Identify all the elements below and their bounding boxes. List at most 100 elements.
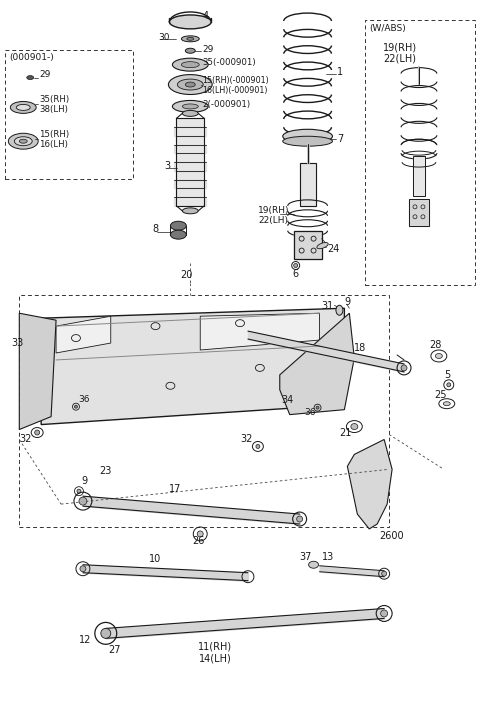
Text: 5: 5: [444, 370, 450, 380]
Ellipse shape: [80, 566, 86, 572]
Text: 7: 7: [337, 134, 344, 144]
Text: 4: 4: [202, 11, 208, 21]
Polygon shape: [280, 313, 354, 414]
Bar: [409, 199, 429, 226]
Ellipse shape: [77, 489, 81, 494]
Bar: [365, 20, 475, 285]
Bar: [5, 50, 132, 179]
Ellipse shape: [168, 74, 212, 95]
Ellipse shape: [172, 58, 208, 71]
Ellipse shape: [283, 129, 333, 143]
Text: 36: 36: [305, 408, 316, 417]
Text: 27: 27: [108, 645, 120, 655]
Text: 17: 17: [169, 484, 181, 494]
Ellipse shape: [182, 207, 198, 214]
Text: 9: 9: [81, 476, 87, 486]
Polygon shape: [200, 313, 320, 350]
Ellipse shape: [444, 402, 450, 406]
Text: 1: 1: [337, 67, 344, 76]
Polygon shape: [19, 313, 56, 430]
Ellipse shape: [185, 48, 195, 53]
Text: 22(LH): 22(LH): [383, 54, 416, 64]
Text: 14(LH): 14(LH): [199, 653, 231, 663]
Text: 16(LH): 16(LH): [39, 139, 68, 149]
Text: 19(RH): 19(RH): [258, 206, 289, 215]
Ellipse shape: [197, 531, 203, 537]
Text: 34: 34: [282, 395, 294, 404]
Text: 6: 6: [293, 269, 299, 280]
Polygon shape: [348, 440, 392, 529]
Text: 23: 23: [99, 466, 111, 476]
Text: 22(LH): 22(LH): [258, 216, 288, 225]
Text: 8: 8: [153, 224, 158, 233]
Text: 19(RH): 19(RH): [383, 43, 417, 53]
Text: 29: 29: [202, 46, 214, 54]
Ellipse shape: [185, 82, 195, 87]
Text: 13: 13: [322, 552, 334, 562]
Text: 35(RH): 35(RH): [39, 95, 69, 104]
Text: 20: 20: [180, 271, 192, 280]
Ellipse shape: [19, 139, 27, 143]
Ellipse shape: [11, 102, 36, 114]
Ellipse shape: [8, 133, 38, 149]
Ellipse shape: [294, 264, 298, 268]
Ellipse shape: [435, 353, 443, 358]
Ellipse shape: [170, 222, 186, 230]
Ellipse shape: [181, 62, 199, 67]
Ellipse shape: [74, 405, 77, 408]
Text: (000901-): (000901-): [9, 53, 54, 62]
Ellipse shape: [101, 628, 111, 639]
Ellipse shape: [351, 423, 358, 430]
Bar: [19, 295, 389, 527]
Text: 33: 33: [12, 338, 24, 348]
Ellipse shape: [35, 430, 40, 435]
Polygon shape: [41, 308, 344, 425]
Text: 24: 24: [327, 243, 340, 254]
Text: 2(-000901): 2(-000901): [202, 100, 251, 109]
Ellipse shape: [172, 100, 208, 112]
Text: 18: 18: [354, 343, 367, 353]
Polygon shape: [56, 316, 111, 353]
Ellipse shape: [381, 610, 388, 617]
Text: 3: 3: [165, 161, 170, 171]
Ellipse shape: [401, 365, 407, 371]
Text: 29: 29: [39, 70, 50, 79]
Text: 2600: 2600: [379, 531, 404, 541]
Text: 32: 32: [240, 435, 252, 444]
Ellipse shape: [169, 15, 211, 29]
Text: 15(RH): 15(RH): [39, 130, 69, 139]
Ellipse shape: [336, 305, 343, 315]
Ellipse shape: [256, 444, 260, 449]
Ellipse shape: [181, 36, 199, 42]
Text: 28: 28: [429, 340, 441, 350]
Text: 31: 31: [322, 301, 334, 311]
Ellipse shape: [14, 137, 32, 146]
Text: 10: 10: [149, 554, 162, 564]
Ellipse shape: [309, 562, 319, 569]
Text: 30: 30: [158, 34, 170, 42]
Ellipse shape: [79, 497, 87, 505]
Ellipse shape: [27, 76, 34, 80]
Bar: [294, 231, 322, 259]
Ellipse shape: [178, 79, 203, 90]
Text: (W/ABS): (W/ABS): [369, 25, 406, 34]
Bar: [413, 156, 425, 196]
Ellipse shape: [187, 37, 194, 40]
Text: 36: 36: [78, 395, 89, 404]
Ellipse shape: [16, 104, 30, 110]
Ellipse shape: [297, 516, 302, 522]
Ellipse shape: [382, 571, 387, 576]
Text: 35(-000901): 35(-000901): [202, 58, 256, 67]
Text: 12: 12: [79, 635, 91, 646]
Text: 11(RH): 11(RH): [198, 641, 232, 651]
Ellipse shape: [283, 136, 333, 147]
Ellipse shape: [182, 110, 198, 116]
Text: 38(LH): 38(LH): [39, 105, 68, 114]
Text: 26: 26: [192, 536, 204, 546]
Text: 37: 37: [300, 552, 312, 562]
Text: 16(LH)(-000901): 16(LH)(-000901): [202, 86, 268, 95]
Ellipse shape: [182, 104, 198, 109]
Text: 25: 25: [434, 390, 446, 400]
Ellipse shape: [170, 230, 186, 239]
Text: 15(RH)(-000901): 15(RH)(-000901): [202, 76, 269, 85]
